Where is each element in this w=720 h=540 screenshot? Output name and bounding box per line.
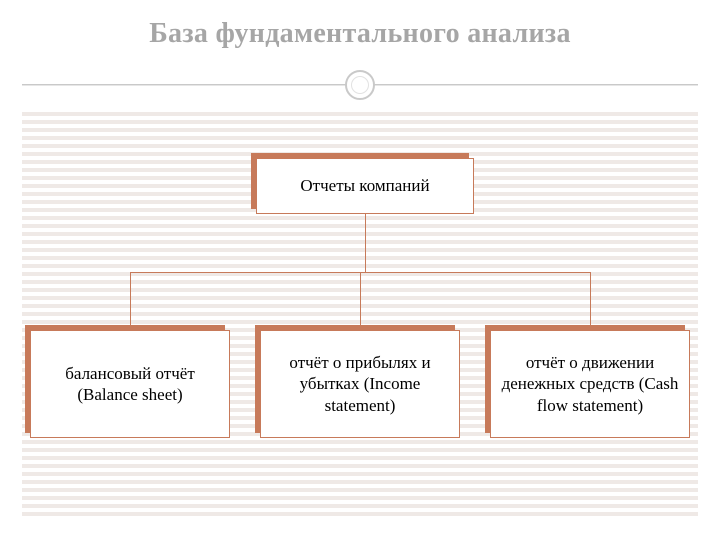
- connector-root-stem: [365, 214, 366, 272]
- node-child-2: отчёт о движении денежных средств (Cash …: [490, 330, 690, 438]
- decorative-circle: [345, 70, 375, 100]
- slide-title: База фундаментального анализа: [0, 18, 720, 50]
- node-child-1: отчёт о прибылях и убытках (Income state…: [260, 330, 460, 438]
- slide-title-wrap: База фундаментального анализа: [0, 18, 720, 50]
- connector-drop-2: [590, 272, 591, 330]
- org-chart: Отчеты компаний балансовый отчёт (Balance…: [22, 112, 698, 518]
- node-child-0: балансовый отчёт (Balance sheet): [30, 330, 230, 438]
- node-root: Отчеты компаний: [256, 158, 474, 214]
- connector-drop-1: [360, 272, 361, 330]
- connector-drop-0: [130, 272, 131, 330]
